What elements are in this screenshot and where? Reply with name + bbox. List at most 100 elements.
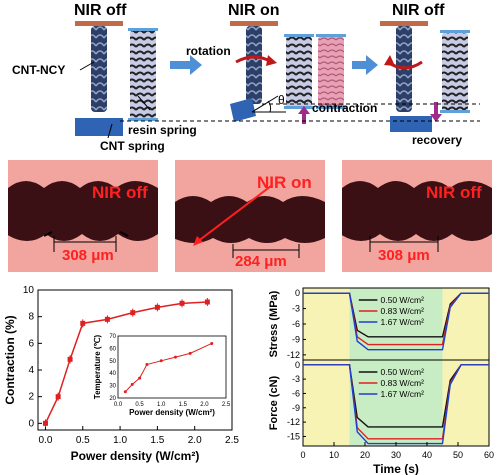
x-tick-label: 30 [391,450,401,460]
legend-label: 0.83 W/cm² [381,378,425,388]
data-point [130,310,136,316]
data-point [104,316,110,322]
micrograph-3-label: NIR off [426,183,482,202]
contraction-chart: 0.0 0.5 1.0 1.5 2.0 2.5 0 2 4 6 8 10 Power density (… [3,285,239,463]
micrograph-2-image: NIR on 284 μm [175,173,325,270]
bottom-block [75,118,123,136]
legend-label: 0.50 W/cm² [381,367,425,377]
label-nir-on: NIR on [228,2,280,19]
micrograph-1-measure: 308 μm [62,247,114,264]
label-recovery: recovery [412,133,462,147]
y-tick-label: 0 [295,360,300,370]
stage-nir-off-1 [75,21,158,136]
inset-x-tick-label: 2.0 [200,402,209,408]
micrograph-2: NIR on 284 μm [175,160,325,272]
micrograph-3: NIR off 308 μm [342,160,492,272]
x-tick-label: 2.0 [188,435,202,446]
y-tick-label: 0 [28,418,34,429]
legend-label: 1.67 W/cm² [381,317,425,327]
flow-arrow-2 [352,55,378,75]
x-tick-label: 2.5 [225,435,239,446]
contraction-arrow [298,106,310,124]
data-point [179,300,185,306]
inset-y-tick-label: 70 [109,334,116,340]
x-tick-label: 60 [484,450,494,460]
inset-x-tick-label: 0.5 [135,402,144,408]
y-tick-label: 6 [28,338,34,349]
x-tick-label: 0.5 [76,435,90,446]
inset-point [173,355,177,359]
x-axis-label: Time (s) [373,462,419,475]
tilted-block [230,98,256,122]
top-plate [75,21,123,26]
y-tick-label: -15 [287,431,300,441]
label-theta: θ [278,93,285,107]
y-tick-label: -9 [292,403,300,413]
y-tick-label: -12 [287,417,300,427]
nir-on-shading [349,360,443,446]
inset-x-axis-label: Power density (W/cm²) [129,408,215,417]
inset-x-tick-label: 1.0 [157,402,166,408]
inset-x-tick-label: 1.5 [179,402,188,408]
y-tick-label: -3 [292,304,300,314]
data-point [55,394,61,400]
y-tick-label: 4 [28,365,34,376]
x-tick-label: 10 [329,450,339,460]
x-tick-label: 1.5 [150,435,164,446]
cnt-ncy-spring [91,26,107,112]
y-tick-label: 2 [28,392,34,403]
series-line [303,364,489,445]
y-tick-label: -6 [292,388,300,398]
x-tick-label: 20 [360,450,370,460]
label-cnt-ncy: CNT-NCY [12,63,65,77]
inset-y-tick-label: 60 [109,346,116,352]
inset-point [145,363,149,367]
plot-frame [37,289,233,431]
x-tick-label: 1.0 [113,435,127,446]
data-point [80,320,86,326]
composite-spring [130,30,156,120]
inset-point [188,351,192,355]
micrograph-2-label: NIR on [257,173,312,192]
resin-inner-spring [318,36,344,108]
temperature-line [124,342,212,393]
y-tick-label: -9 [292,334,300,344]
schematic: NIR off NIR on NIR off CNT-NCY resin spr… [12,2,480,153]
inset-y-tick-label: 20 [109,396,116,402]
inset-point [159,359,163,363]
label-contraction: contraction [312,101,377,115]
inset-x-tick-label: 0.0 [114,402,123,408]
micrograph-1: NIR off 308 μm [8,160,158,272]
data-point [67,356,73,362]
label-nir-off-1: NIR off [74,2,127,19]
inset-point [210,341,214,345]
y-tick-label: 0 [295,288,300,298]
inset-y-axis-label: Temperature (℃) [93,334,102,399]
label-resin-spring: resin spring [128,123,197,137]
micrograph-3-image: NIR off 308 μm [342,181,492,264]
micrograph-1-image: NIR off 308 μm [8,181,158,264]
x-tick-label: 0.0 [39,435,53,446]
y-axis-label: Contraction (%) [3,315,17,404]
x-tick-label: 40 [422,450,432,460]
y-tick-label: -6 [292,319,300,329]
series-line [303,292,489,351]
label-rotation: rotation [186,44,231,58]
inset-point [138,376,142,380]
y-axis-label: Force (cN) [268,375,280,430]
label-cnt-spring: CNT spring [100,139,165,153]
x-tick-label: 50 [453,450,463,460]
x-axis-label: Power density (W/cm²) [71,449,200,463]
legend-label: 1.67 W/cm² [381,389,425,399]
inset-y-tick-label: 30 [109,384,116,390]
legend-label: 0.50 W/cm² [381,295,425,305]
micrograph-3-measure: 308 μm [378,247,430,264]
y-axis-label: Stress (MPa) [268,290,280,357]
laser-pointer [196,185,272,243]
data-point [204,299,210,305]
data-point [154,304,160,310]
inset-point [130,382,134,386]
y-tick-label: -3 [292,374,300,384]
y-tick-label: 8 [28,312,34,323]
